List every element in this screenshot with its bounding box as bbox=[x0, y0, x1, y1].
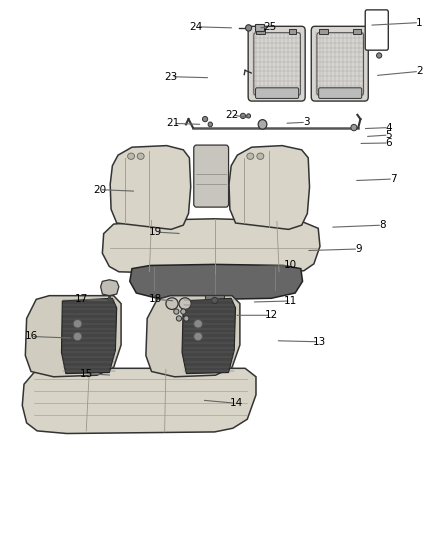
FancyBboxPatch shape bbox=[311, 26, 368, 101]
Ellipse shape bbox=[351, 124, 357, 131]
Text: 24: 24 bbox=[190, 22, 203, 32]
Ellipse shape bbox=[127, 153, 134, 159]
Ellipse shape bbox=[177, 316, 182, 321]
Ellipse shape bbox=[174, 309, 179, 314]
Text: 16: 16 bbox=[25, 332, 38, 342]
Polygon shape bbox=[130, 264, 303, 300]
Ellipse shape bbox=[202, 116, 208, 122]
Polygon shape bbox=[146, 296, 240, 377]
Polygon shape bbox=[182, 298, 236, 374]
FancyBboxPatch shape bbox=[194, 145, 229, 207]
Ellipse shape bbox=[179, 298, 191, 310]
Text: 13: 13 bbox=[312, 337, 326, 347]
Ellipse shape bbox=[247, 153, 254, 159]
Bar bbox=[254, 23, 264, 31]
Polygon shape bbox=[102, 219, 320, 274]
Text: 6: 6 bbox=[385, 138, 392, 148]
Text: 8: 8 bbox=[379, 220, 385, 230]
Ellipse shape bbox=[194, 332, 202, 341]
Text: 20: 20 bbox=[93, 184, 106, 195]
Ellipse shape bbox=[212, 297, 218, 304]
Text: 9: 9 bbox=[355, 244, 362, 254]
Bar bbox=[289, 29, 297, 34]
Text: 15: 15 bbox=[80, 369, 93, 378]
Ellipse shape bbox=[194, 319, 202, 328]
Text: 22: 22 bbox=[226, 110, 239, 120]
Ellipse shape bbox=[181, 309, 186, 314]
FancyBboxPatch shape bbox=[319, 88, 362, 99]
Text: 21: 21 bbox=[167, 118, 180, 128]
Polygon shape bbox=[101, 280, 119, 296]
Text: 7: 7 bbox=[390, 174, 396, 184]
Text: 10: 10 bbox=[284, 261, 297, 270]
Text: 17: 17 bbox=[75, 294, 88, 304]
Ellipse shape bbox=[137, 153, 144, 159]
Text: 11: 11 bbox=[284, 296, 297, 306]
Text: 2: 2 bbox=[416, 67, 423, 76]
Ellipse shape bbox=[208, 122, 212, 127]
Ellipse shape bbox=[247, 114, 251, 118]
Text: 19: 19 bbox=[149, 227, 162, 237]
Bar bbox=[205, 295, 224, 305]
Ellipse shape bbox=[258, 119, 267, 129]
Text: 18: 18 bbox=[149, 294, 162, 304]
Bar bbox=[319, 29, 328, 34]
Text: 4: 4 bbox=[385, 123, 392, 133]
Text: 5: 5 bbox=[385, 130, 392, 140]
Polygon shape bbox=[22, 368, 256, 433]
Ellipse shape bbox=[246, 25, 252, 31]
Text: 1: 1 bbox=[416, 18, 423, 28]
FancyBboxPatch shape bbox=[248, 26, 305, 101]
Ellipse shape bbox=[166, 298, 178, 310]
FancyBboxPatch shape bbox=[365, 10, 389, 50]
Ellipse shape bbox=[73, 319, 82, 328]
Polygon shape bbox=[110, 146, 191, 229]
Bar bbox=[256, 29, 265, 34]
Polygon shape bbox=[229, 146, 310, 229]
Ellipse shape bbox=[73, 332, 82, 341]
Polygon shape bbox=[61, 298, 117, 374]
Ellipse shape bbox=[377, 53, 382, 58]
Text: 12: 12 bbox=[265, 310, 278, 320]
Polygon shape bbox=[25, 296, 121, 377]
Bar bbox=[353, 29, 361, 34]
Text: 25: 25 bbox=[264, 22, 277, 32]
Ellipse shape bbox=[257, 153, 264, 159]
FancyBboxPatch shape bbox=[255, 88, 299, 99]
Text: 3: 3 bbox=[303, 117, 309, 127]
Text: 23: 23 bbox=[165, 71, 178, 82]
Ellipse shape bbox=[184, 316, 189, 321]
Ellipse shape bbox=[240, 114, 246, 118]
Text: 14: 14 bbox=[230, 398, 243, 408]
